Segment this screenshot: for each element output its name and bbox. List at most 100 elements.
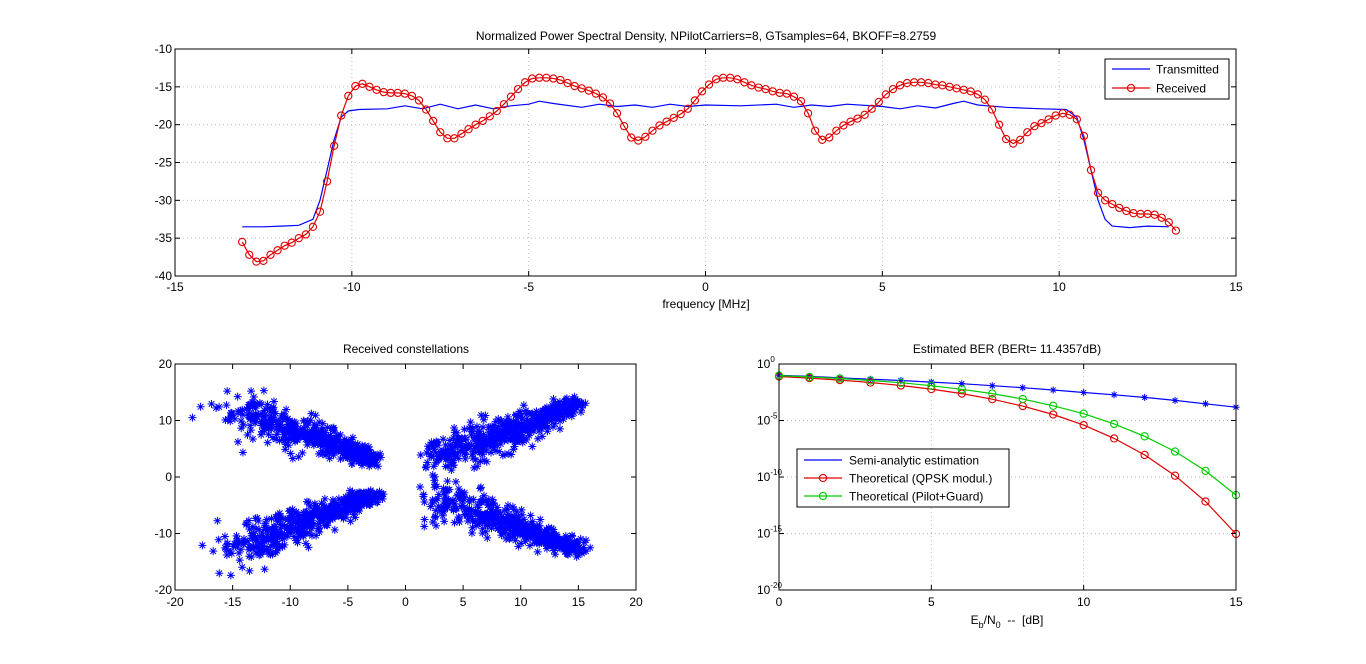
constellation-point xyxy=(474,519,483,528)
constellation-point xyxy=(572,545,581,554)
constellation-point xyxy=(314,519,323,528)
psd-series-1-point xyxy=(641,132,650,141)
constellation-point xyxy=(534,417,543,426)
constellation-point xyxy=(251,409,260,418)
ber-xlabel-n: /N xyxy=(984,613,996,627)
constellation-point xyxy=(262,515,271,524)
psd-series-1-point xyxy=(1108,199,1117,209)
constellation-point xyxy=(507,450,516,459)
constellation-point xyxy=(543,526,552,535)
psd-series-1-point xyxy=(294,234,303,243)
constellation-point xyxy=(521,524,530,533)
constellation-point xyxy=(529,417,538,426)
constellation-point xyxy=(245,525,254,534)
constellation-point xyxy=(562,547,571,556)
constellation-point xyxy=(335,437,344,446)
constellation-point xyxy=(325,511,334,520)
constellation-point xyxy=(318,419,327,428)
constellation-point xyxy=(481,497,490,506)
constellation-point xyxy=(355,457,364,466)
ber-series-2-point xyxy=(988,389,997,398)
constellation-point xyxy=(329,451,338,460)
constellation-point xyxy=(336,430,345,439)
psd-series-1-point xyxy=(1001,134,1011,144)
psd-series-1-point xyxy=(789,92,799,101)
constellation-point xyxy=(477,411,486,420)
constellation-point xyxy=(297,530,306,539)
constellation-point xyxy=(303,417,312,426)
ber-series-0-point-mark xyxy=(1141,393,1149,401)
constellation-point xyxy=(260,406,269,415)
constellation-point xyxy=(578,401,587,410)
psd-series-1-point xyxy=(591,89,601,98)
constellation-point xyxy=(272,530,281,539)
psd-series-1-point xyxy=(308,222,318,231)
psd-series-1-point xyxy=(1023,128,1032,137)
constellation-point xyxy=(281,440,290,449)
constellation-point xyxy=(332,431,341,440)
psd-series-1-point xyxy=(556,75,565,85)
constellation-x-tick-label: 10 xyxy=(514,595,528,609)
constellation-point xyxy=(276,524,285,533)
constellation-point xyxy=(266,547,275,556)
constellation-point xyxy=(489,521,498,530)
constellation-point xyxy=(461,435,470,444)
constellation-point xyxy=(257,427,266,436)
constellation-point xyxy=(473,439,482,448)
constellation-point xyxy=(496,416,505,425)
constellation-point xyxy=(275,509,284,518)
constellation-point xyxy=(212,403,221,412)
psd-series-1-point xyxy=(1044,115,1053,124)
constellation-point xyxy=(470,433,479,442)
constellation-point xyxy=(294,526,303,535)
constellation-point xyxy=(567,412,576,421)
constellation-point xyxy=(296,424,305,433)
constellation-point xyxy=(493,441,502,450)
constellation-point xyxy=(341,450,350,459)
constellation-point xyxy=(468,450,477,459)
constellation-point xyxy=(316,433,325,442)
constellation-point xyxy=(314,524,323,533)
psd-series-1-point xyxy=(853,114,862,123)
constellation-point xyxy=(333,511,342,520)
constellation-point xyxy=(470,447,479,456)
constellation-point xyxy=(543,530,552,539)
ber-y-tick-base: 10 xyxy=(757,583,771,597)
psd-series-1-point xyxy=(1079,131,1089,141)
constellation-point xyxy=(508,502,517,511)
constellation-point xyxy=(492,510,501,519)
constellation-point xyxy=(499,514,508,523)
constellation-point xyxy=(440,487,449,496)
constellation-x-tick-label: -5 xyxy=(343,595,354,609)
constellation-point xyxy=(501,528,510,537)
ber-series-0-point xyxy=(836,374,844,382)
constellation-point xyxy=(573,548,582,557)
psd-x-tick-label: -15 xyxy=(166,280,184,294)
constellation-point xyxy=(466,507,475,516)
constellation-point xyxy=(561,532,570,541)
constellation-point xyxy=(466,423,475,432)
constellation-point xyxy=(440,504,449,513)
constellation-point xyxy=(254,538,263,547)
psd-series-1-point xyxy=(1016,135,1025,144)
constellation-point xyxy=(460,493,469,502)
constellation-point xyxy=(310,420,319,429)
constellation-point xyxy=(304,435,313,444)
constellation-point xyxy=(290,424,299,433)
psd-series-1-point xyxy=(973,90,982,99)
psd-series-1-point xyxy=(825,133,834,142)
constellation-point xyxy=(576,545,585,554)
constellation-point xyxy=(294,532,303,541)
constellation-point xyxy=(284,528,293,537)
psd-series-1-point xyxy=(1072,115,1081,124)
constellation-point xyxy=(487,524,496,533)
psd-legend-received-label: Received xyxy=(1156,82,1206,96)
constellation-point xyxy=(494,422,503,431)
constellation-point xyxy=(542,541,551,550)
constellation-point xyxy=(357,461,366,470)
constellation-point xyxy=(284,441,293,450)
constellation-point xyxy=(267,542,276,551)
constellation-point xyxy=(282,405,291,414)
constellation-point xyxy=(506,434,515,443)
psd-series-1-point xyxy=(888,84,898,94)
